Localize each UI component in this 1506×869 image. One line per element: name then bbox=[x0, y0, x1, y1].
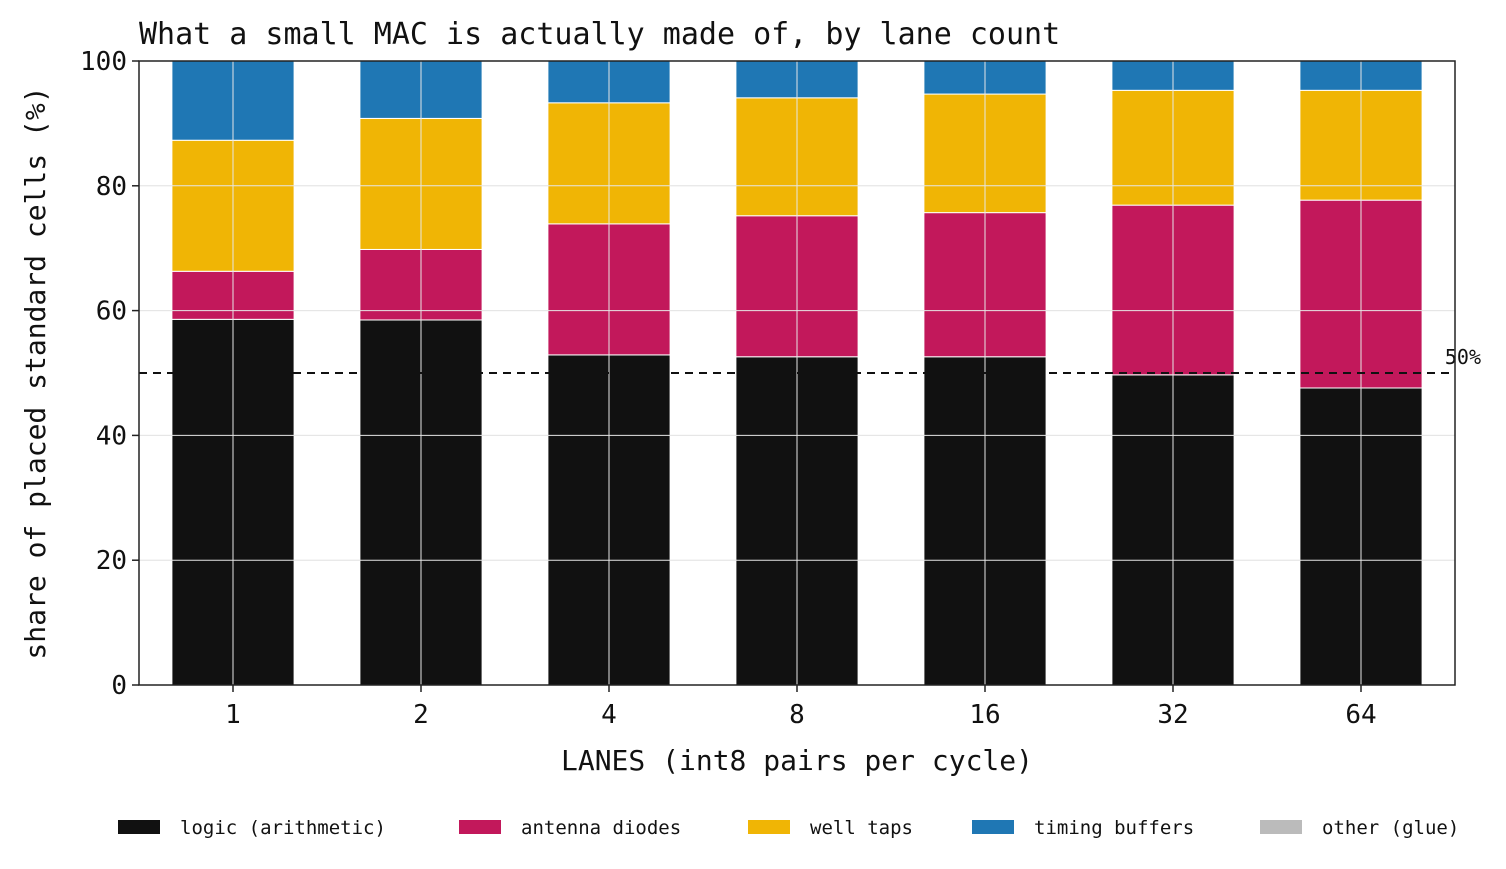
x-tick-label: 32 bbox=[1157, 700, 1188, 730]
chart-title: What a small MAC is actually made of, by… bbox=[139, 17, 1060, 52]
y-tick-label: 60 bbox=[96, 297, 127, 327]
reference-line-group: 50% bbox=[139, 345, 1481, 374]
y-axis-label: share of placed standard cells (%) bbox=[19, 86, 52, 659]
x-tick-label: 64 bbox=[1345, 700, 1376, 730]
legend-label: antenna diodes bbox=[521, 817, 681, 839]
legend-label: other (glue) bbox=[1322, 817, 1459, 839]
legend-swatch bbox=[748, 820, 790, 834]
x-tick-label: 16 bbox=[969, 700, 1000, 730]
y-axis-ticks: 0 20 40 60 80 100 bbox=[80, 47, 139, 701]
y-tick-label: 0 bbox=[111, 671, 127, 701]
x-tick-label: 2 bbox=[413, 700, 429, 730]
legend: logic (arithmetic) antenna diodes well tap… bbox=[118, 817, 1459, 839]
y-tick-label: 100 bbox=[80, 47, 127, 77]
legend-swatch bbox=[459, 820, 501, 834]
legend-label: logic (arithmetic) bbox=[180, 817, 386, 839]
legend-swatch bbox=[118, 820, 160, 834]
x-axis-label: LANES (int8 pairs per cycle) bbox=[561, 744, 1033, 777]
x-tick-label: 1 bbox=[225, 700, 241, 730]
legend-swatch bbox=[1260, 820, 1302, 834]
reference-line-label: 50% bbox=[1445, 345, 1481, 369]
legend-swatch bbox=[972, 820, 1014, 834]
legend-label: well taps bbox=[810, 817, 913, 839]
x-axis-ticks: 1 2 4 8 16 32 64 bbox=[225, 685, 1377, 730]
y-tick-label: 40 bbox=[96, 421, 127, 451]
x-tick-label: 8 bbox=[789, 700, 805, 730]
x-tick-label: 4 bbox=[601, 700, 617, 730]
y-tick-label: 20 bbox=[96, 546, 127, 576]
y-tick-label: 80 bbox=[96, 172, 127, 202]
legend-label: timing buffers bbox=[1034, 817, 1194, 839]
